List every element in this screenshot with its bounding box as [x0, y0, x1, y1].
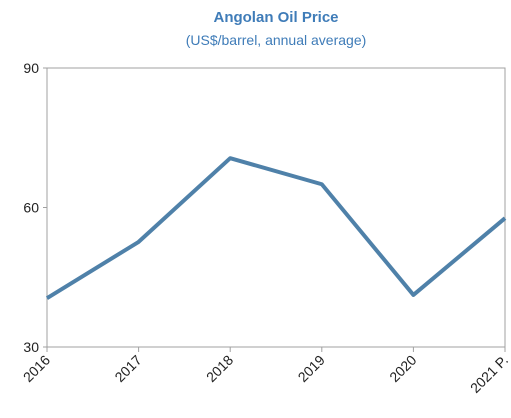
- line-series: [45, 156, 507, 300]
- x-tick-label: 2020: [386, 352, 419, 385]
- plot-frame: [46, 67, 506, 348]
- y-tick-label: 60: [23, 200, 39, 216]
- y-tick-label: 30: [23, 339, 39, 355]
- x-tick-label: 2017: [111, 352, 144, 385]
- chart-title: Angolan Oil Price: [213, 9, 338, 26]
- y-tick-label: 90: [23, 60, 39, 76]
- chart-subtitle: (US$/barrel, annual average): [186, 32, 367, 48]
- x-tick-label: 2018: [203, 352, 236, 385]
- x-tick-label: 2019: [295, 352, 328, 385]
- x-tick-label: 2021 P.: [467, 352, 511, 396]
- x-tick-label: 2016: [20, 352, 53, 385]
